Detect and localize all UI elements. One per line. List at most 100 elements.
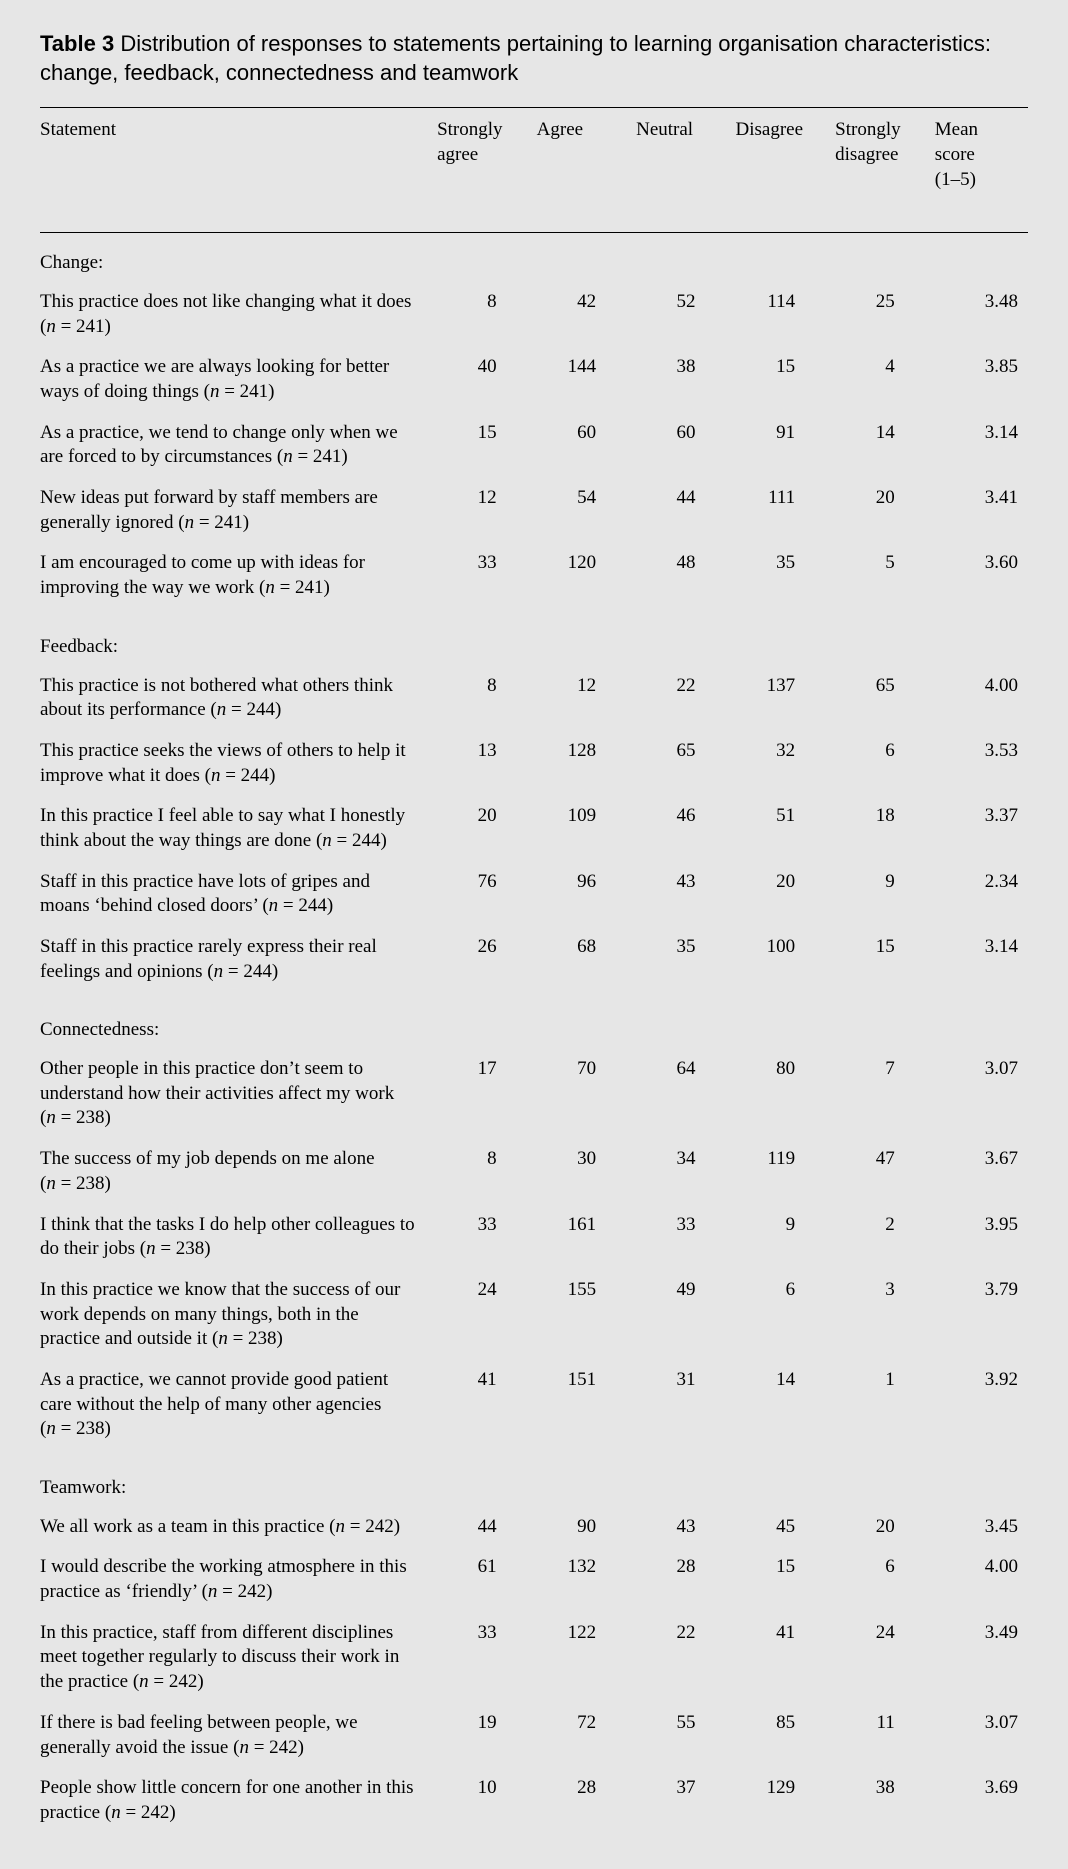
cell-disagree: 100 [730,927,830,992]
table-row: In this practice we know that the succes… [40,1270,1028,1360]
data-table: Statement Stronglyagree Agree Neutral Di… [40,107,1028,1833]
section-header: Change: [40,233,1028,282]
cell-agree: 132 [531,1547,630,1612]
statement-cell: If there is bad feeling between people, … [40,1703,431,1768]
cell-mean: 3.60 [929,543,1028,608]
col-strongly-disagree: Stronglydisagree [829,108,929,233]
statement-cell: This practice seeks the views of others … [40,731,431,796]
cell-strongly-agree: 15 [431,413,531,478]
section-title: Connectedness: [40,992,1028,1049]
cell-neutral: 37 [630,1768,729,1833]
cell-strongly-disagree: 25 [829,282,929,347]
cell-disagree: 15 [730,1547,830,1612]
cell-disagree: 85 [730,1703,830,1768]
cell-mean: 3.45 [929,1507,1028,1548]
statement-cell: The success of my job depends on me alon… [40,1139,431,1204]
cell-strongly-disagree: 3 [829,1270,929,1360]
cell-agree: 161 [531,1205,630,1270]
statement-cell: I am encouraged to come up with ideas fo… [40,543,431,608]
cell-mean: 3.07 [929,1703,1028,1768]
cell-mean: 3.14 [929,413,1028,478]
statement-cell: I think that the tasks I do help other c… [40,1205,431,1270]
cell-strongly-disagree: 6 [829,1547,929,1612]
cell-disagree: 91 [730,413,830,478]
cell-mean: 3.48 [929,282,1028,347]
cell-disagree: 20 [730,862,830,927]
statement-cell: In this practice I feel able to say what… [40,796,431,861]
cell-strongly-disagree: 9 [829,862,929,927]
cell-mean: 3.07 [929,1049,1028,1139]
cell-neutral: 34 [630,1139,729,1204]
cell-disagree: 119 [730,1139,830,1204]
table-row: As a practice we are always looking for … [40,347,1028,412]
cell-mean: 3.67 [929,1139,1028,1204]
cell-strongly-disagree: 15 [829,927,929,992]
cell-strongly-agree: 19 [431,1703,531,1768]
cell-neutral: 60 [630,413,729,478]
section-title: Feedback: [40,609,1028,666]
cell-disagree: 14 [730,1360,830,1450]
table-row: This practice does not like changing wha… [40,282,1028,347]
cell-disagree: 114 [730,282,830,347]
cell-strongly-agree: 17 [431,1049,531,1139]
cell-agree: 144 [531,347,630,412]
cell-strongly-disagree: 47 [829,1139,929,1204]
cell-disagree: 45 [730,1507,830,1548]
cell-agree: 120 [531,543,630,608]
table-row: If there is bad feeling between people, … [40,1703,1028,1768]
table-row: We all work as a team in this practice (… [40,1507,1028,1548]
cell-strongly-agree: 33 [431,1613,531,1703]
cell-strongly-disagree: 20 [829,478,929,543]
header-row: Statement Stronglyagree Agree Neutral Di… [40,108,1028,233]
table-row: This practice seeks the views of others … [40,731,1028,796]
table-row: In this practice, staff from different d… [40,1613,1028,1703]
cell-agree: 42 [531,282,630,347]
statement-cell: As a practice, we cannot provide good pa… [40,1360,431,1450]
cell-agree: 12 [531,666,630,731]
table-row: Staff in this practice rarely express th… [40,927,1028,992]
cell-strongly-agree: 13 [431,731,531,796]
statement-cell: New ideas put forward by staff members a… [40,478,431,543]
cell-mean: 3.14 [929,927,1028,992]
statement-cell: Other people in this practice don’t seem… [40,1049,431,1139]
cell-mean: 3.49 [929,1613,1028,1703]
cell-mean: 3.53 [929,731,1028,796]
table-row: This practice is not bothered what other… [40,666,1028,731]
cell-neutral: 35 [630,927,729,992]
cell-neutral: 38 [630,347,729,412]
cell-mean: 3.37 [929,796,1028,861]
cell-disagree: 32 [730,731,830,796]
cell-strongly-agree: 24 [431,1270,531,1360]
cell-agree: 151 [531,1360,630,1450]
cell-strongly-disagree: 14 [829,413,929,478]
cell-neutral: 48 [630,543,729,608]
cell-disagree: 6 [730,1270,830,1360]
cell-mean: 4.00 [929,666,1028,731]
table-row: As a practice, we cannot provide good pa… [40,1360,1028,1450]
cell-disagree: 15 [730,347,830,412]
cell-neutral: 49 [630,1270,729,1360]
cell-agree: 109 [531,796,630,861]
cell-mean: 3.79 [929,1270,1028,1360]
cell-strongly-disagree: 20 [829,1507,929,1548]
cell-strongly-agree: 10 [431,1768,531,1833]
cell-strongly-agree: 8 [431,1139,531,1204]
cell-strongly-disagree: 38 [829,1768,929,1833]
cell-strongly-agree: 8 [431,282,531,347]
col-disagree: Disagree [730,108,830,233]
cell-mean: 3.69 [929,1768,1028,1833]
cell-neutral: 43 [630,1507,729,1548]
cell-neutral: 52 [630,282,729,347]
cell-agree: 155 [531,1270,630,1360]
cell-agree: 70 [531,1049,630,1139]
cell-mean: 3.92 [929,1360,1028,1450]
section-header: Feedback: [40,609,1028,666]
col-neutral: Neutral [630,108,729,233]
table-label: Table 3 [40,31,114,56]
cell-strongly-agree: 40 [431,347,531,412]
statement-cell: Staff in this practice have lots of grip… [40,862,431,927]
cell-agree: 72 [531,1703,630,1768]
cell-strongly-disagree: 11 [829,1703,929,1768]
statement-cell: People show little concern for one anoth… [40,1768,431,1833]
cell-strongly-agree: 33 [431,1205,531,1270]
